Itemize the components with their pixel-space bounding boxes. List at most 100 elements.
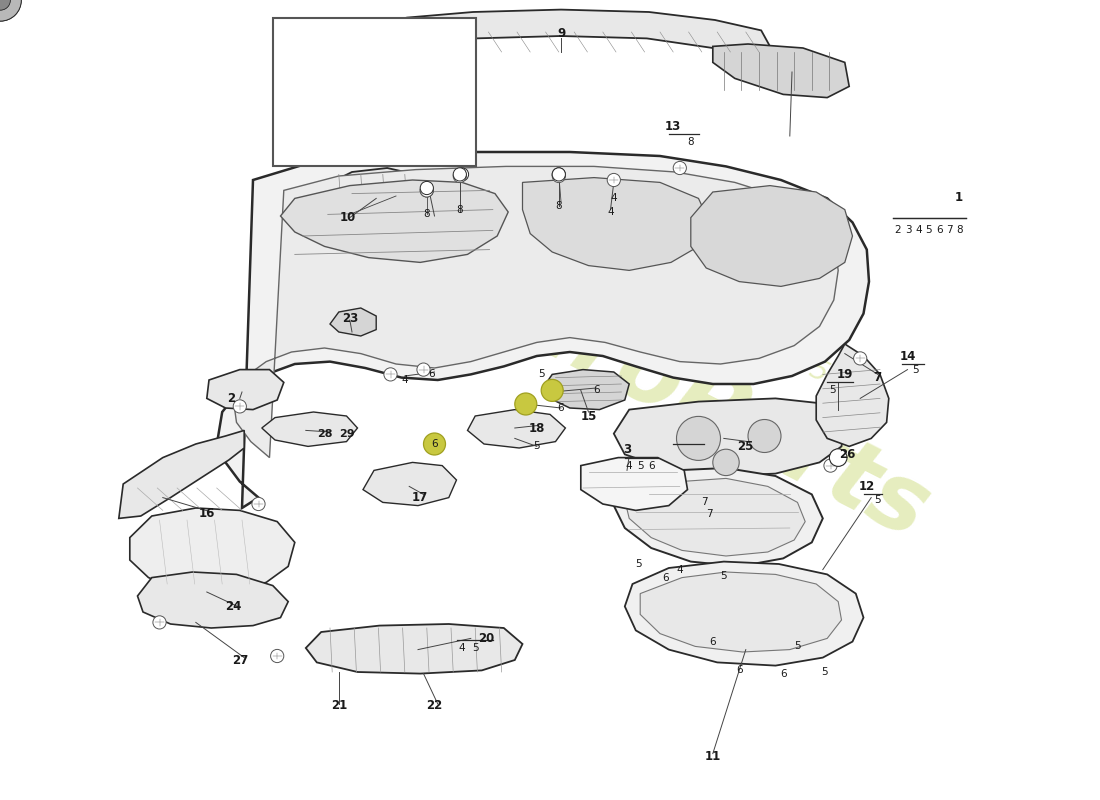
Text: 4: 4 bbox=[915, 225, 922, 234]
Text: 6: 6 bbox=[428, 370, 435, 379]
Text: 2: 2 bbox=[227, 392, 235, 405]
Circle shape bbox=[607, 174, 620, 186]
Text: 19: 19 bbox=[837, 368, 852, 381]
Polygon shape bbox=[233, 166, 838, 458]
Circle shape bbox=[417, 363, 430, 376]
Text: 5: 5 bbox=[538, 370, 544, 379]
Text: 9: 9 bbox=[557, 27, 565, 40]
Text: 16: 16 bbox=[199, 507, 214, 520]
Circle shape bbox=[453, 170, 466, 182]
Polygon shape bbox=[468, 410, 565, 448]
Text: 4: 4 bbox=[402, 375, 408, 385]
Circle shape bbox=[0, 0, 21, 21]
Text: 8: 8 bbox=[688, 138, 694, 147]
Circle shape bbox=[420, 184, 433, 197]
Circle shape bbox=[676, 416, 720, 461]
Text: 1: 1 bbox=[955, 191, 964, 204]
Text: 8: 8 bbox=[424, 210, 430, 219]
Circle shape bbox=[854, 352, 867, 365]
Text: 8: 8 bbox=[456, 205, 463, 214]
Polygon shape bbox=[625, 562, 864, 666]
Text: 6: 6 bbox=[558, 403, 564, 413]
Polygon shape bbox=[581, 458, 688, 510]
Circle shape bbox=[252, 498, 265, 510]
Text: 5: 5 bbox=[534, 442, 540, 451]
Text: 5: 5 bbox=[720, 571, 727, 581]
Circle shape bbox=[552, 170, 565, 182]
Circle shape bbox=[420, 184, 433, 197]
Polygon shape bbox=[280, 180, 508, 262]
Text: euroParts: euroParts bbox=[441, 242, 945, 558]
Polygon shape bbox=[544, 370, 629, 410]
Text: 5: 5 bbox=[635, 559, 641, 569]
Circle shape bbox=[384, 368, 397, 381]
Text: 8: 8 bbox=[556, 202, 562, 211]
Text: 6: 6 bbox=[710, 637, 716, 646]
Text: 17: 17 bbox=[412, 491, 428, 504]
Circle shape bbox=[824, 459, 837, 472]
Text: 5: 5 bbox=[822, 667, 828, 677]
Text: 5: 5 bbox=[829, 386, 836, 395]
Polygon shape bbox=[614, 398, 845, 476]
Text: 4: 4 bbox=[676, 565, 683, 574]
Circle shape bbox=[515, 393, 537, 415]
Polygon shape bbox=[119, 430, 244, 518]
Polygon shape bbox=[522, 178, 710, 270]
Polygon shape bbox=[330, 308, 376, 336]
Circle shape bbox=[0, 0, 10, 10]
Polygon shape bbox=[130, 508, 295, 592]
Text: 24: 24 bbox=[226, 600, 241, 613]
Text: a parts house since 1985: a parts house since 1985 bbox=[508, 204, 834, 388]
Circle shape bbox=[748, 419, 781, 453]
Polygon shape bbox=[138, 572, 288, 628]
Circle shape bbox=[233, 400, 246, 413]
Text: 6: 6 bbox=[936, 225, 943, 234]
Text: 5: 5 bbox=[637, 461, 644, 470]
Circle shape bbox=[455, 168, 469, 181]
Polygon shape bbox=[816, 344, 889, 446]
Text: 5: 5 bbox=[794, 642, 801, 651]
Text: 7: 7 bbox=[706, 509, 713, 518]
Polygon shape bbox=[640, 572, 842, 652]
Text: 4: 4 bbox=[607, 207, 614, 217]
Polygon shape bbox=[614, 468, 823, 566]
Text: 28: 28 bbox=[317, 429, 332, 438]
Text: 14: 14 bbox=[900, 350, 915, 362]
Circle shape bbox=[153, 616, 166, 629]
Text: 6: 6 bbox=[736, 666, 743, 675]
Text: 4: 4 bbox=[610, 194, 617, 203]
FancyBboxPatch shape bbox=[273, 18, 476, 166]
Circle shape bbox=[552, 168, 565, 181]
Circle shape bbox=[271, 650, 284, 662]
Text: 10: 10 bbox=[340, 211, 355, 224]
Circle shape bbox=[541, 379, 563, 402]
Polygon shape bbox=[262, 412, 358, 446]
Polygon shape bbox=[363, 462, 456, 506]
Circle shape bbox=[829, 449, 847, 466]
Circle shape bbox=[420, 182, 433, 194]
Text: 7: 7 bbox=[873, 371, 882, 384]
Text: 6: 6 bbox=[662, 573, 669, 582]
Text: 21: 21 bbox=[331, 699, 346, 712]
Text: 2: 2 bbox=[894, 225, 901, 234]
Polygon shape bbox=[358, 10, 770, 58]
Text: 5: 5 bbox=[472, 643, 478, 653]
Text: 3: 3 bbox=[623, 443, 631, 456]
Text: 25: 25 bbox=[738, 440, 754, 453]
Polygon shape bbox=[691, 186, 852, 286]
Text: 18: 18 bbox=[529, 422, 544, 434]
Text: 8: 8 bbox=[957, 225, 964, 234]
Text: 5: 5 bbox=[925, 225, 932, 234]
Text: 20: 20 bbox=[478, 632, 494, 645]
Text: 12: 12 bbox=[859, 480, 874, 493]
Circle shape bbox=[552, 168, 565, 181]
Polygon shape bbox=[713, 44, 849, 98]
Text: 6: 6 bbox=[648, 461, 654, 470]
Circle shape bbox=[0, 0, 21, 21]
Text: 29: 29 bbox=[339, 429, 354, 438]
Circle shape bbox=[673, 162, 686, 174]
Polygon shape bbox=[328, 168, 427, 212]
Text: 5: 5 bbox=[874, 495, 881, 505]
Polygon shape bbox=[306, 624, 522, 674]
Text: 15: 15 bbox=[581, 410, 596, 422]
